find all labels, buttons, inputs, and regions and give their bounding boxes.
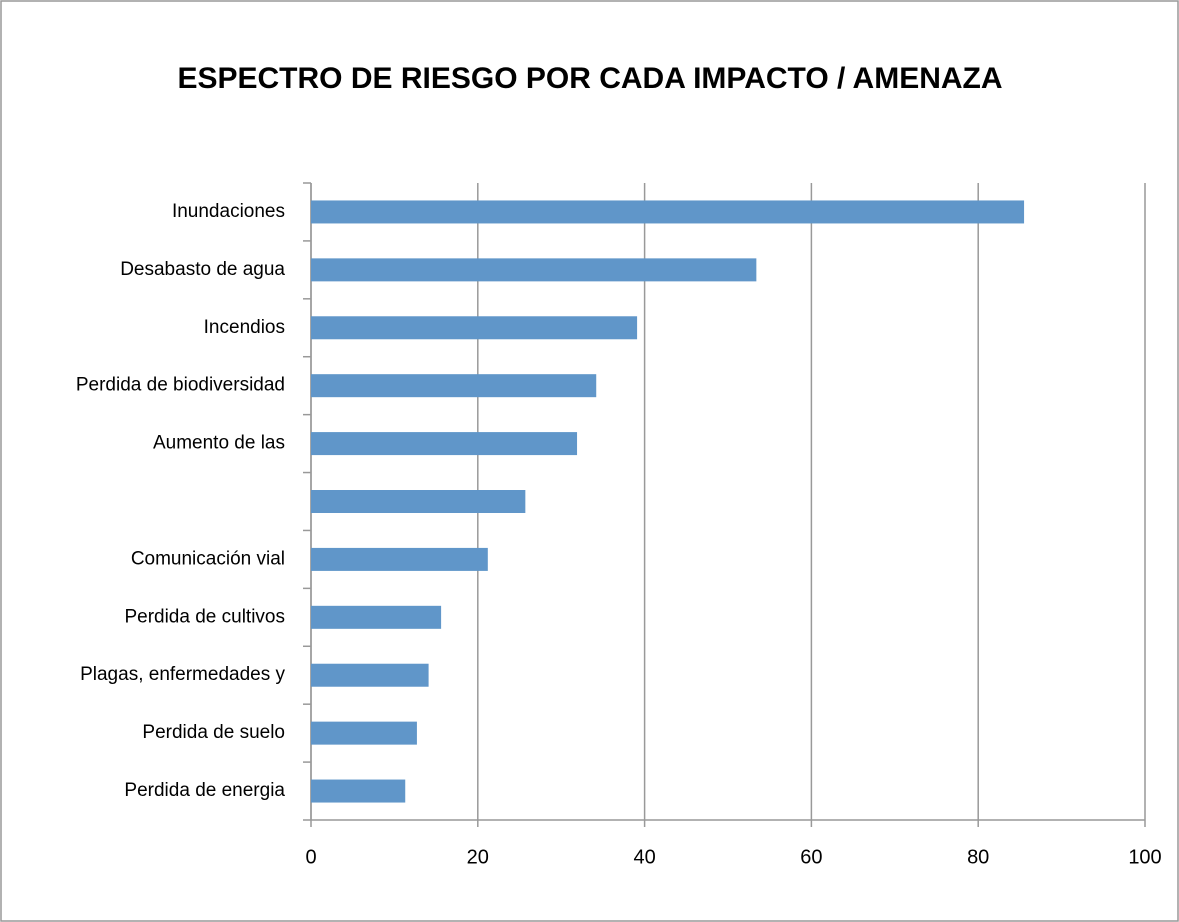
x-tick-label: 80	[967, 846, 989, 868]
y-tick-label: Comunicación vial	[131, 548, 285, 569]
bar	[311, 316, 638, 340]
y-tick-label: Perdida de suelo	[142, 722, 285, 743]
bar	[311, 721, 417, 745]
x-tick-label: 0	[305, 846, 316, 868]
bar	[311, 605, 442, 629]
bar	[311, 490, 526, 513]
x-tick-label: 100	[1128, 846, 1161, 868]
y-tick-label: Incendios	[204, 317, 285, 338]
y-tick-label: Inundaciones	[172, 201, 285, 222]
bar	[311, 779, 406, 803]
x-tick-label: 60	[800, 846, 822, 868]
bar	[311, 663, 429, 687]
bar	[311, 432, 578, 456]
bar	[311, 547, 488, 571]
chart-title: ESPECTRO DE RIESGO POR CADA IMPACTO / AM…	[177, 62, 1002, 95]
y-tick-label: Plagas, enfermedades y	[80, 664, 285, 685]
y-tick-label: Perdida de cultivos	[124, 606, 285, 627]
x-tick-label: 40	[633, 846, 655, 868]
y-tick-label: Perdida de energia	[124, 780, 285, 801]
bar	[311, 374, 597, 398]
y-tick-label: Aumento de las	[153, 433, 285, 454]
y-tick-label: Perdida de biodiversidad	[76, 375, 285, 396]
x-tick-label: 20	[467, 846, 489, 868]
bar	[311, 258, 757, 282]
y-tick-label: Desabasto de agua	[120, 259, 285, 280]
bar	[311, 200, 1025, 224]
